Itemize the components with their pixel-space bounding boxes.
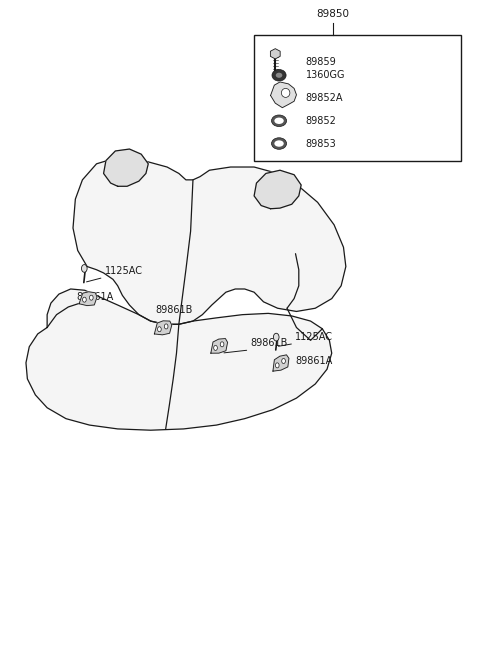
Polygon shape [79,291,97,306]
Text: 89861B: 89861B [156,305,192,314]
Polygon shape [155,321,172,335]
Ellipse shape [275,140,284,147]
Polygon shape [211,339,228,353]
Text: 1125AC: 1125AC [295,331,333,342]
Text: 89859: 89859 [306,57,336,67]
Circle shape [82,265,87,272]
Ellipse shape [272,69,286,81]
Polygon shape [270,48,280,59]
Polygon shape [26,289,332,430]
Polygon shape [104,149,148,186]
Circle shape [276,363,279,368]
Text: 1125AC: 1125AC [105,266,143,276]
Circle shape [164,324,168,329]
Circle shape [220,342,224,347]
Polygon shape [273,355,289,371]
Circle shape [282,358,286,364]
Text: 89853: 89853 [306,139,336,149]
Text: 89861B: 89861B [251,338,288,348]
Polygon shape [271,82,297,107]
Text: 89850: 89850 [316,9,349,20]
Text: 89861A: 89861A [77,292,114,302]
Circle shape [274,333,279,341]
Circle shape [83,297,86,302]
Polygon shape [73,157,346,324]
Text: 89852A: 89852A [306,93,343,103]
Circle shape [214,345,217,350]
Text: 89861A: 89861A [295,356,332,366]
Circle shape [157,327,161,331]
Polygon shape [254,170,301,209]
Ellipse shape [281,88,290,98]
Text: 1360GG: 1360GG [306,70,345,81]
Ellipse shape [272,138,287,149]
Ellipse shape [275,117,284,124]
Ellipse shape [272,115,287,126]
Text: 89852: 89852 [306,116,337,126]
Bar [254,35,461,160]
Circle shape [89,295,93,300]
Ellipse shape [276,73,282,78]
